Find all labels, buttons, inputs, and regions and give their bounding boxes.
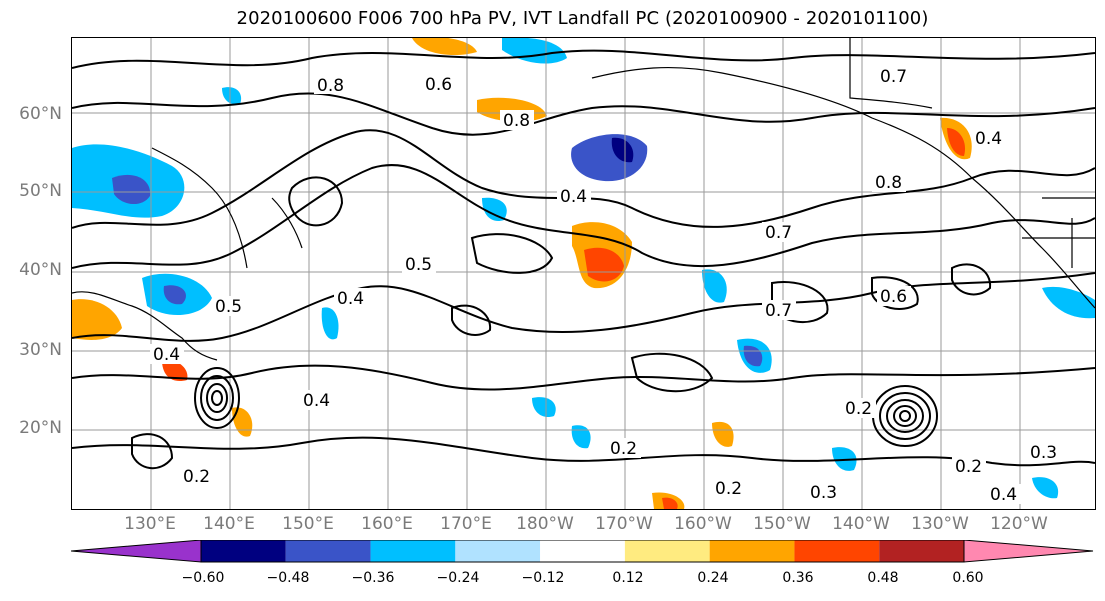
contour-label: 0.4 (337, 289, 364, 309)
lon-label-150w: 150°W (753, 514, 811, 534)
map-title: 2020100600 F006 700 hPa PV, IVT Landfall… (236, 8, 929, 29)
colorbar-tick-label: 0.60 (952, 570, 984, 586)
positive-anomaly-patch (712, 421, 734, 447)
colorbar-segment (455, 540, 541, 562)
colorbar-segment (794, 540, 880, 562)
contour-label: 0.3 (1030, 443, 1057, 463)
positive-anomaly-patch (232, 407, 253, 437)
grid-layer (72, 38, 1095, 509)
lon-label-140w: 140°W (832, 514, 890, 534)
colorbar-tick-label: −0.60 (181, 570, 225, 586)
colorbar-tick-label: 0.12 (612, 570, 644, 586)
contour-label: 0.2 (610, 439, 637, 459)
contour-label: 0.8 (875, 173, 902, 193)
lon-label-130w: 130°W (911, 514, 969, 534)
colorbar-tick-label: 0.48 (867, 570, 899, 586)
colorbar-segment (624, 540, 710, 562)
lat-label-40n: 40°N (19, 260, 62, 280)
negative-anomaly-patch (611, 137, 634, 163)
map-panel: 0.8 0.4 0.4 0.4 0.2 0.2 0.7 0.6 0.7 0.7 (71, 37, 1096, 510)
colorbar-segment (709, 540, 795, 562)
contour-label: 0.4 (560, 187, 587, 207)
colorbar-tick-label: 0.36 (782, 570, 814, 586)
colorbar-tick-label: −0.48 (266, 570, 310, 586)
lon-label-140e: 140°E (203, 514, 255, 534)
lon-label-130e: 130°E (124, 514, 176, 534)
colorbar-tick-label: 0.24 (697, 570, 729, 586)
cyclone-east (872, 385, 938, 447)
contour-label: 0.2 (955, 457, 982, 477)
contour-label-layer: 0.8 0.4 0.4 0.4 0.2 0.2 0.7 0.6 0.7 0.7 (150, 66, 1061, 505)
contour-label: 0.5 (405, 255, 432, 275)
negative-anomaly-patch (482, 197, 507, 222)
colorbar-extend-low (71, 540, 202, 563)
colorbar-extend-high (963, 540, 1094, 563)
negative-anomaly-patch (532, 397, 556, 418)
contour-label: 0.6 (880, 287, 907, 307)
contour-label: 0.6 (425, 75, 452, 95)
contour-label: 0.7 (765, 223, 792, 243)
contour-label: 0.5 (215, 297, 242, 317)
positive-anomaly-patch (412, 38, 477, 56)
negative-anomaly-patch (321, 307, 339, 340)
positive-anomaly-patch (947, 128, 966, 156)
positive-anomaly-patch (584, 247, 624, 282)
lat-label-30n: 30°N (19, 340, 62, 360)
lon-label-160w: 160°W (674, 514, 732, 534)
contour-label: 0.4 (153, 345, 180, 365)
negative-anomaly-patch (571, 134, 648, 182)
negative-anomaly-patch (112, 174, 151, 205)
negative-anomaly-patch (163, 285, 186, 305)
positive-anomaly-patch (72, 299, 122, 340)
colorbar-segment (370, 540, 456, 562)
lon-label-120w: 120°W (990, 514, 1048, 534)
negative-anomaly-patch (702, 269, 727, 303)
contour-label: 0.4 (975, 129, 1002, 149)
contour-label: 0.7 (880, 67, 907, 87)
negative-anomaly-patch (1042, 286, 1095, 319)
colorbar-tick-label: −0.12 (521, 570, 565, 586)
colorbar (71, 540, 1094, 563)
lon-label-180w: 180°W (516, 514, 574, 534)
contour-label: 0.2 (183, 467, 210, 487)
colorbar-tick-label: −0.24 (436, 570, 480, 586)
colorbar-segment (201, 540, 286, 562)
negative-anomaly-patch (571, 425, 591, 449)
lon-label-160e: 160°E (361, 514, 413, 534)
contour-label: 0.2 (845, 399, 872, 419)
lon-label-150e: 150°E (282, 514, 334, 534)
contour-label: 0.4 (990, 485, 1017, 505)
contour-label: 0.7 (765, 301, 792, 321)
negative-anomaly-patch (222, 87, 242, 105)
negative-anomaly-patch (1032, 477, 1059, 499)
coastline-layer (72, 38, 1095, 361)
cyclone-west (194, 367, 240, 429)
contour-label: 0.4 (303, 391, 330, 411)
contour-label: 0.8 (317, 76, 344, 96)
map-canvas: 0.8 0.4 0.4 0.4 0.2 0.2 0.7 0.6 0.7 0.7 (72, 38, 1095, 509)
colorbar-segment (540, 540, 625, 562)
lon-label-170w: 170°W (595, 514, 653, 534)
lat-label-20n: 20°N (19, 418, 62, 438)
positive-anomaly-patch (162, 359, 188, 382)
colorbar-segment (879, 540, 964, 562)
lat-label-50n: 50°N (19, 181, 62, 201)
contour-label: 0.8 (503, 111, 530, 131)
colorbar-outline (200, 540, 965, 563)
colorbar-segment (285, 540, 371, 562)
lon-label-170e: 170°E (440, 514, 492, 534)
contour-label: 0.3 (810, 483, 837, 503)
lat-label-60n: 60°N (19, 104, 62, 124)
positive-anomaly-patch (662, 497, 678, 509)
negative-anomaly-patch (502, 38, 567, 64)
colorbar-tick-label: −0.36 (351, 570, 395, 586)
contour-label: 0.2 (715, 479, 742, 499)
